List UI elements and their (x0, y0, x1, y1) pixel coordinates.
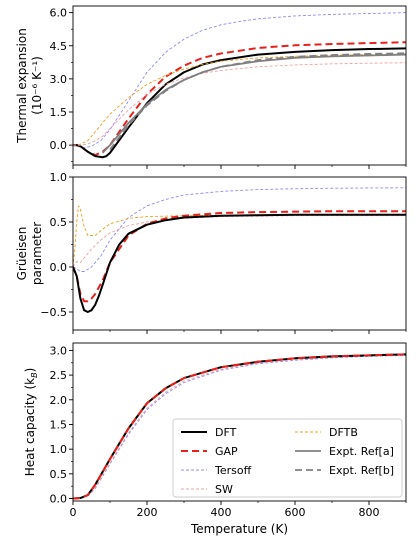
y-axis-label: Grüeisen (15, 227, 29, 281)
series-line-tersoff (73, 12, 406, 149)
y-axis-label: Thermal expansion (15, 28, 29, 144)
y-tick-label: 3.0 (50, 73, 68, 86)
y-axis-label-line2: parameter (30, 222, 44, 285)
y-tick-label: 0.5 (50, 468, 68, 481)
x-axis-label: Temperature (K) (190, 522, 288, 536)
y-tick-label: 3.0 (50, 344, 68, 357)
series-line-sw (73, 62, 406, 146)
series-line-gap (73, 41, 406, 157)
x-tick-label: 800 (359, 506, 380, 519)
y-tick-label: 0.0 (50, 261, 68, 274)
legend-label-dft: DFT (215, 426, 237, 439)
y-tick-label: 0.5 (50, 216, 68, 229)
y-axis-label: Heat capacity (kB) (23, 368, 39, 477)
legend-label-dftb: DFTB (329, 426, 358, 439)
legend-label-tersoff: Tersoff (214, 464, 252, 477)
series-line-dftb (73, 205, 406, 268)
legend: DFT DFTB GAP Expt. Ref[a] Tersoff Expt. Ref[b… (172, 418, 403, 498)
x-tick-label: 400 (211, 506, 232, 519)
series-line-gap (73, 210, 406, 303)
y-tick-label: 1.5 (50, 418, 68, 431)
series-line-sw (73, 354, 406, 499)
series-group (73, 353, 406, 500)
axes-frame (72, 5, 407, 166)
series-group (73, 12, 406, 159)
legend-label-gap: GAP (215, 445, 238, 458)
series-group (73, 187, 406, 313)
y-tick-label: 0.0 (50, 139, 68, 152)
y-tick-label: 4.5 (50, 40, 68, 53)
y-axis-label-end: ) (23, 368, 37, 373)
axes-frame (72, 342, 407, 502)
panel-1: 0.0 1.5 3.0 4.5 6.0 Thermal expansion (10⁻⁶ K⁻… (15, 5, 407, 169)
x-tick-label: 200 (137, 506, 158, 519)
x-tick-label: 600 (285, 506, 306, 519)
series-line-dft (73, 213, 406, 313)
series-line-tersoff (73, 354, 406, 499)
series-line-tersoff (73, 187, 406, 272)
y-axis-label-line2: (10⁻⁶ K⁻¹) (30, 56, 44, 115)
legend-label-exp_a: Expt. Ref[a] (329, 445, 394, 458)
y-tick-label: 1.0 (50, 443, 68, 456)
x-tick-label: 0 (70, 506, 77, 519)
series-line-exp_b (109, 52, 406, 151)
y-tick-label: 1.5 (50, 106, 68, 119)
panel-3: 0 200 400 600 800 0.0 0.5 1.0 1.5 2.0 2.5 3.0 Heat c… (23, 342, 407, 536)
legend-label-exp_b: Expt. Ref[b] (329, 464, 394, 477)
axes-frame (72, 176, 407, 331)
legend-frame (172, 418, 403, 498)
y-axis-label-text: Heat capacity (k (23, 378, 37, 476)
y-tick-label: 2.5 (50, 369, 68, 382)
y-axis-label-sub: B (30, 372, 39, 378)
y-tick-label: 2.0 (50, 394, 68, 407)
y-tick-label: 1.0 (50, 171, 68, 184)
y-tick-label: −0.5 (40, 306, 67, 319)
y-tick-label: 0.0 (50, 493, 68, 506)
series-line-gap (73, 353, 406, 500)
y-tick-label: 6.0 (50, 7, 68, 20)
legend-label-sw: SW (215, 483, 233, 496)
panel-2: −0.5 0.0 0.5 1.0 Grüeisen parameter (15, 171, 407, 334)
